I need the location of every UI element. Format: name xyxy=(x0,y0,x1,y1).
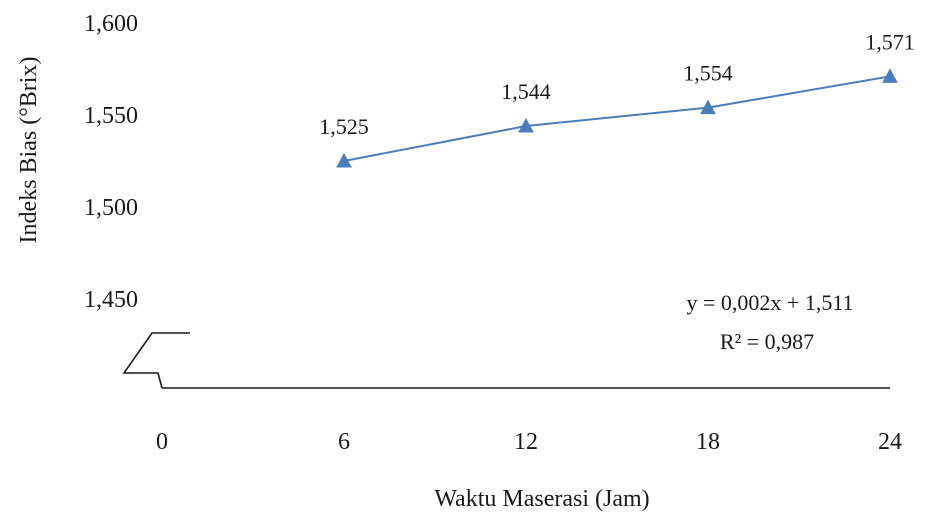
y-axis-tick-labels: 1,450 1,500 1,550 1,600 xyxy=(84,11,138,313)
data-label: 1,571 xyxy=(865,29,915,54)
axis-break-symbol xyxy=(122,332,190,389)
data-label: 1,525 xyxy=(319,114,369,139)
data-label: 1,544 xyxy=(501,79,551,104)
trendline-r-squared: R² = 0,987 xyxy=(720,329,814,354)
x-axis-tick-labels: 0 6 12 18 24 xyxy=(156,429,902,455)
x-tick-label: 18 xyxy=(696,429,720,455)
x-tick-label: 0 xyxy=(156,429,168,455)
data-point xyxy=(700,99,716,115)
x-tick-label: 6 xyxy=(338,429,350,455)
data-labels: 1,525 1,544 1,554 1,571 xyxy=(319,29,915,139)
data-point xyxy=(882,68,898,83)
data-label: 1,554 xyxy=(683,61,733,86)
y-tick-label: 1,450 xyxy=(84,287,138,313)
x-axis-title: Waktu Maserasi (Jam) xyxy=(434,486,649,512)
trendline-equation: y = 0,002x + 1,511 xyxy=(687,290,854,315)
series-1 xyxy=(336,68,898,168)
y-tick-label: 1,550 xyxy=(84,103,138,129)
y-axis-title: Indeks Bias (°Brix) xyxy=(16,57,42,244)
x-tick-label: 12 xyxy=(514,429,538,455)
series-line xyxy=(343,75,891,162)
y-tick-label: 1,500 xyxy=(84,195,138,221)
x-tick-label: 24 xyxy=(878,429,902,455)
y-tick-label: 1,600 xyxy=(84,11,138,37)
data-point xyxy=(518,117,534,133)
data-point xyxy=(336,152,352,168)
